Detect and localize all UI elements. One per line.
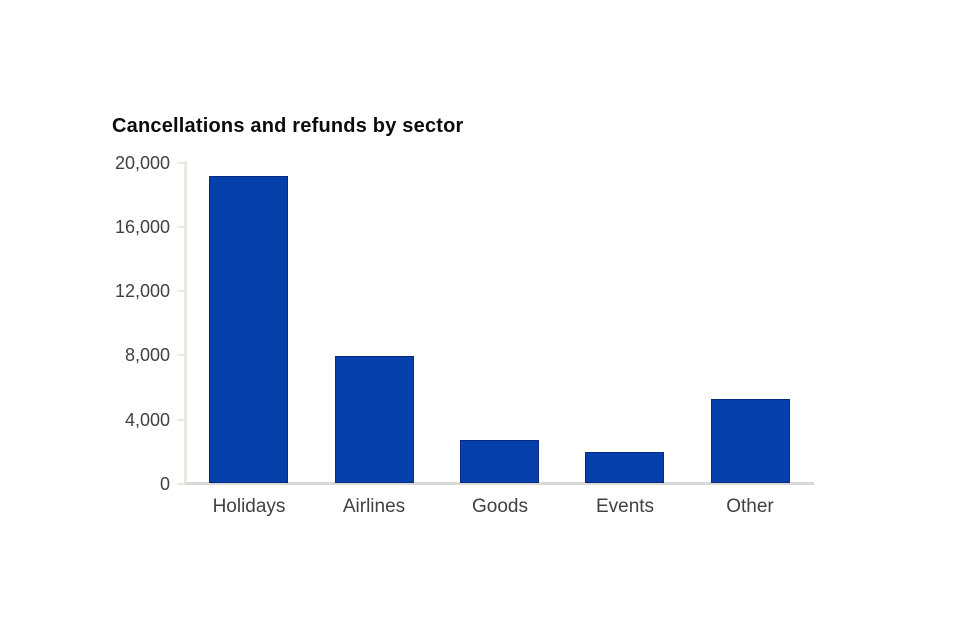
x-axis-category-label: Events — [595, 496, 655, 517]
y-axis-tick-label: 20,000 — [114, 152, 170, 173]
y-axis-tick-label: 12,000 — [114, 281, 170, 302]
bar-events — [585, 452, 664, 483]
x-axis-category-label: Airlines — [342, 496, 406, 517]
bar-goods — [460, 440, 539, 483]
y-axis-tick — [177, 290, 186, 293]
y-axis-tick — [177, 483, 186, 485]
bar-other — [711, 399, 790, 483]
y-axis-tick-label: 4,000 — [124, 409, 170, 430]
y-axis-tick-label: 8,000 — [124, 345, 170, 366]
bar-holidays — [209, 176, 288, 483]
chart-title: Cancellations and refunds by sector — [112, 115, 464, 137]
x-axis-category-label: Holidays — [212, 496, 286, 517]
y-axis-tick-label: 0 — [159, 474, 170, 494]
x-axis-category-label: Goods — [472, 496, 528, 517]
y-axis-tick — [177, 354, 186, 357]
x-axis-category-label: Other — [726, 496, 774, 517]
x-axis-line — [184, 482, 814, 485]
y-axis-tick — [177, 161, 186, 164]
y-axis-tick-label: 16,000 — [114, 216, 170, 237]
bar-airlines — [335, 356, 414, 483]
y-axis-line — [184, 161, 187, 485]
y-axis-tick — [177, 225, 186, 228]
y-axis-tick — [177, 418, 186, 421]
